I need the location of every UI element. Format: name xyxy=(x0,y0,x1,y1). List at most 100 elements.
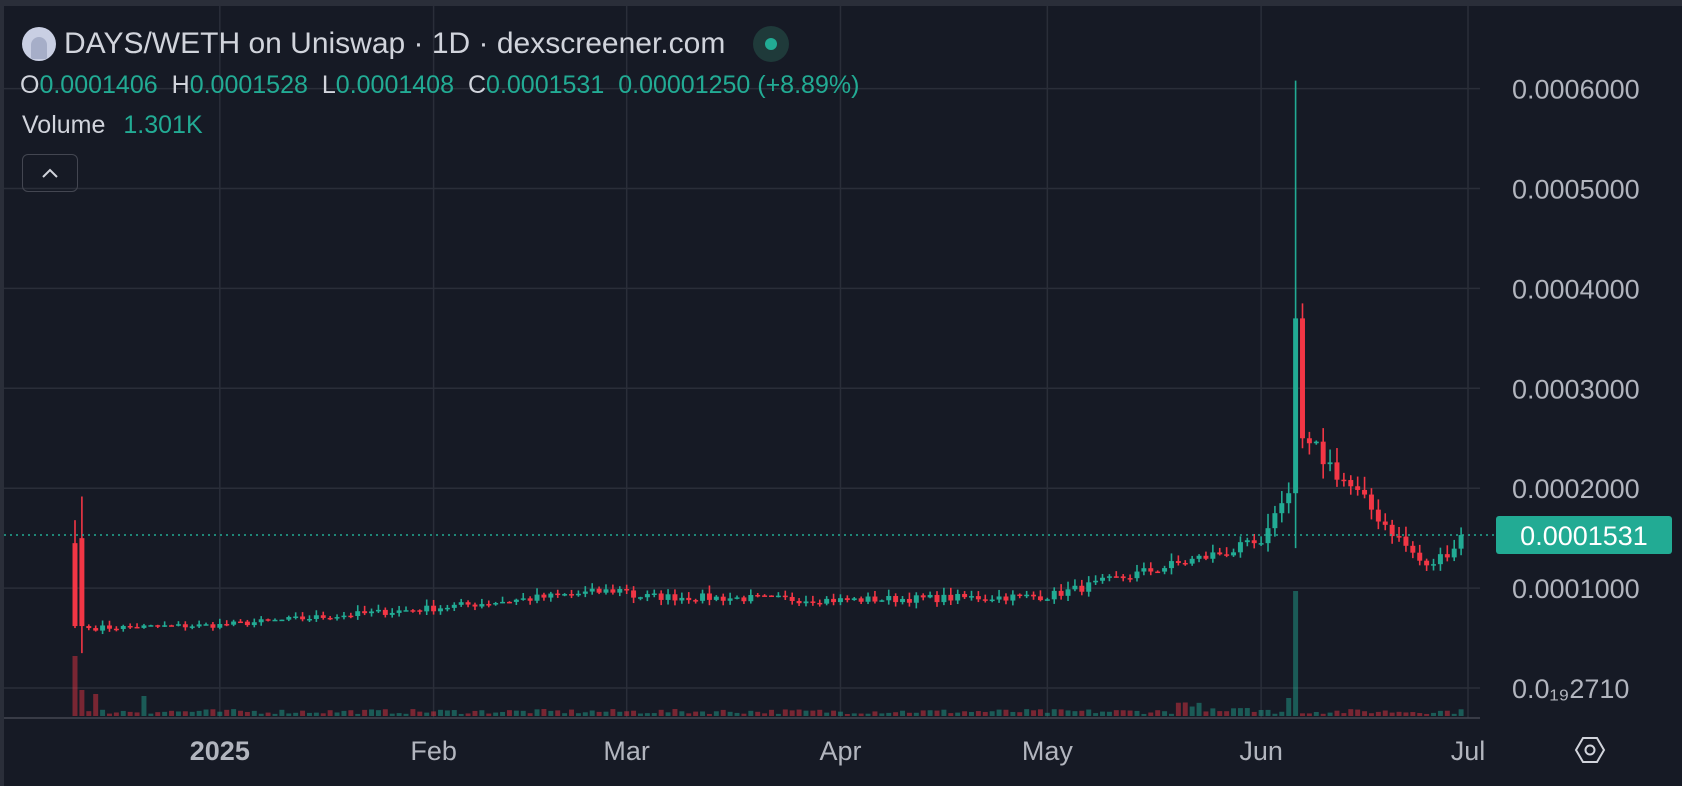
candle-body[interactable] xyxy=(313,615,319,619)
candle-body[interactable] xyxy=(369,611,375,614)
candle-body[interactable] xyxy=(79,538,85,627)
candle-body[interactable] xyxy=(989,599,995,602)
candle-body[interactable] xyxy=(969,596,974,598)
candle-body[interactable] xyxy=(1058,590,1064,596)
candle-body[interactable] xyxy=(1086,582,1092,592)
candle-body[interactable] xyxy=(644,594,650,598)
candle-body[interactable] xyxy=(920,595,926,598)
candle-body[interactable] xyxy=(1279,503,1285,514)
candle-body[interactable] xyxy=(603,589,609,593)
candle-body[interactable] xyxy=(1044,599,1050,601)
candle-body[interactable] xyxy=(410,610,416,612)
candle-body[interactable] xyxy=(500,601,506,604)
candle-body[interactable] xyxy=(479,604,485,607)
candle-body[interactable] xyxy=(169,625,175,627)
candle-body[interactable] xyxy=(755,595,761,597)
candle-body[interactable] xyxy=(851,598,857,601)
candle-body[interactable] xyxy=(1437,554,1443,565)
candle-body[interactable] xyxy=(362,611,368,614)
collapse-legend-button[interactable] xyxy=(22,154,78,192)
candle-body[interactable] xyxy=(706,593,712,600)
candle-body[interactable] xyxy=(1100,577,1105,581)
candle-body[interactable] xyxy=(210,624,216,628)
candle-body[interactable] xyxy=(444,607,450,610)
candle-body[interactable] xyxy=(196,624,202,627)
candle-body[interactable] xyxy=(824,598,830,604)
candle-body[interactable] xyxy=(844,598,850,601)
candles[interactable] xyxy=(72,80,1464,654)
candle-body[interactable] xyxy=(175,624,181,626)
candle-body[interactable] xyxy=(1293,318,1299,494)
candle-body[interactable] xyxy=(527,598,533,601)
candle-body[interactable] xyxy=(782,595,788,598)
candle-body[interactable] xyxy=(762,595,768,597)
candle-body[interactable] xyxy=(810,601,816,603)
candle-body[interactable] xyxy=(506,601,512,604)
candle-body[interactable] xyxy=(1017,594,1023,597)
candle-body[interactable] xyxy=(1258,543,1264,545)
candle-body[interactable] xyxy=(127,626,133,628)
candle-body[interactable] xyxy=(155,625,161,627)
candle-body[interactable] xyxy=(1079,585,1085,592)
candle-body[interactable] xyxy=(465,602,471,605)
candle-body[interactable] xyxy=(458,602,464,605)
candle-body[interactable] xyxy=(1431,564,1437,566)
candle-body[interactable] xyxy=(1382,521,1388,525)
candle-body[interactable] xyxy=(624,589,630,591)
candle-body[interactable] xyxy=(224,624,230,626)
candle-body[interactable] xyxy=(1286,493,1292,504)
candle-body[interactable] xyxy=(493,603,499,605)
candle-body[interactable] xyxy=(389,612,395,615)
candle-body[interactable] xyxy=(1417,552,1423,561)
candle-body[interactable] xyxy=(906,598,912,603)
candle-body[interactable] xyxy=(872,596,878,602)
candle-body[interactable] xyxy=(327,617,333,620)
candle-body[interactable] xyxy=(1189,558,1195,564)
candle-body[interactable] xyxy=(575,593,581,596)
candle-body[interactable] xyxy=(1203,555,1209,559)
candle-body[interactable] xyxy=(886,596,892,601)
candle-body[interactable] xyxy=(86,626,92,629)
candle-body[interactable] xyxy=(789,596,795,601)
candle-body[interactable] xyxy=(769,595,774,598)
candle-body[interactable] xyxy=(1134,571,1140,579)
candle-body[interactable] xyxy=(272,619,278,622)
candle-body[interactable] xyxy=(403,610,409,612)
candle-body[interactable] xyxy=(1010,594,1016,601)
candle-body[interactable] xyxy=(120,626,126,630)
candle-body[interactable] xyxy=(927,594,933,598)
candle-body[interactable] xyxy=(700,593,706,601)
candle-body[interactable] xyxy=(1341,479,1347,482)
candle-body[interactable] xyxy=(141,625,147,628)
candle-body[interactable] xyxy=(534,594,540,601)
candle-body[interactable] xyxy=(734,597,740,599)
candle-body[interactable] xyxy=(900,598,906,603)
candle-body[interactable] xyxy=(134,626,140,629)
candle-body[interactable] xyxy=(955,594,961,601)
candle-body[interactable] xyxy=(541,594,547,598)
candle-body[interactable] xyxy=(879,600,885,602)
candle-body[interactable] xyxy=(803,601,809,604)
candle-body[interactable] xyxy=(1396,536,1402,538)
candle-body[interactable] xyxy=(182,624,188,628)
candle-body[interactable] xyxy=(672,594,678,601)
candle-body[interactable] xyxy=(679,597,685,601)
candle-body[interactable] xyxy=(244,621,250,626)
candle-body[interactable] xyxy=(1072,585,1078,590)
candle-body[interactable] xyxy=(1196,555,1202,559)
candle-body[interactable] xyxy=(355,611,361,617)
candle-body[interactable] xyxy=(279,619,285,622)
candle-body[interactable] xyxy=(1093,580,1099,583)
candle-body[interactable] xyxy=(686,597,692,601)
candle-body[interactable] xyxy=(975,596,981,600)
candle-body[interactable] xyxy=(720,596,726,601)
candle-body[interactable] xyxy=(93,628,99,631)
candle-body[interactable] xyxy=(1355,486,1361,490)
candle-body[interactable] xyxy=(982,599,988,601)
candle-body[interactable] xyxy=(1300,318,1305,439)
candle-body[interactable] xyxy=(631,590,637,598)
candle-body[interactable] xyxy=(1451,548,1457,558)
candle-body[interactable] xyxy=(1362,489,1368,495)
candle-body[interactable] xyxy=(589,588,595,592)
candle-body[interactable] xyxy=(865,596,871,602)
